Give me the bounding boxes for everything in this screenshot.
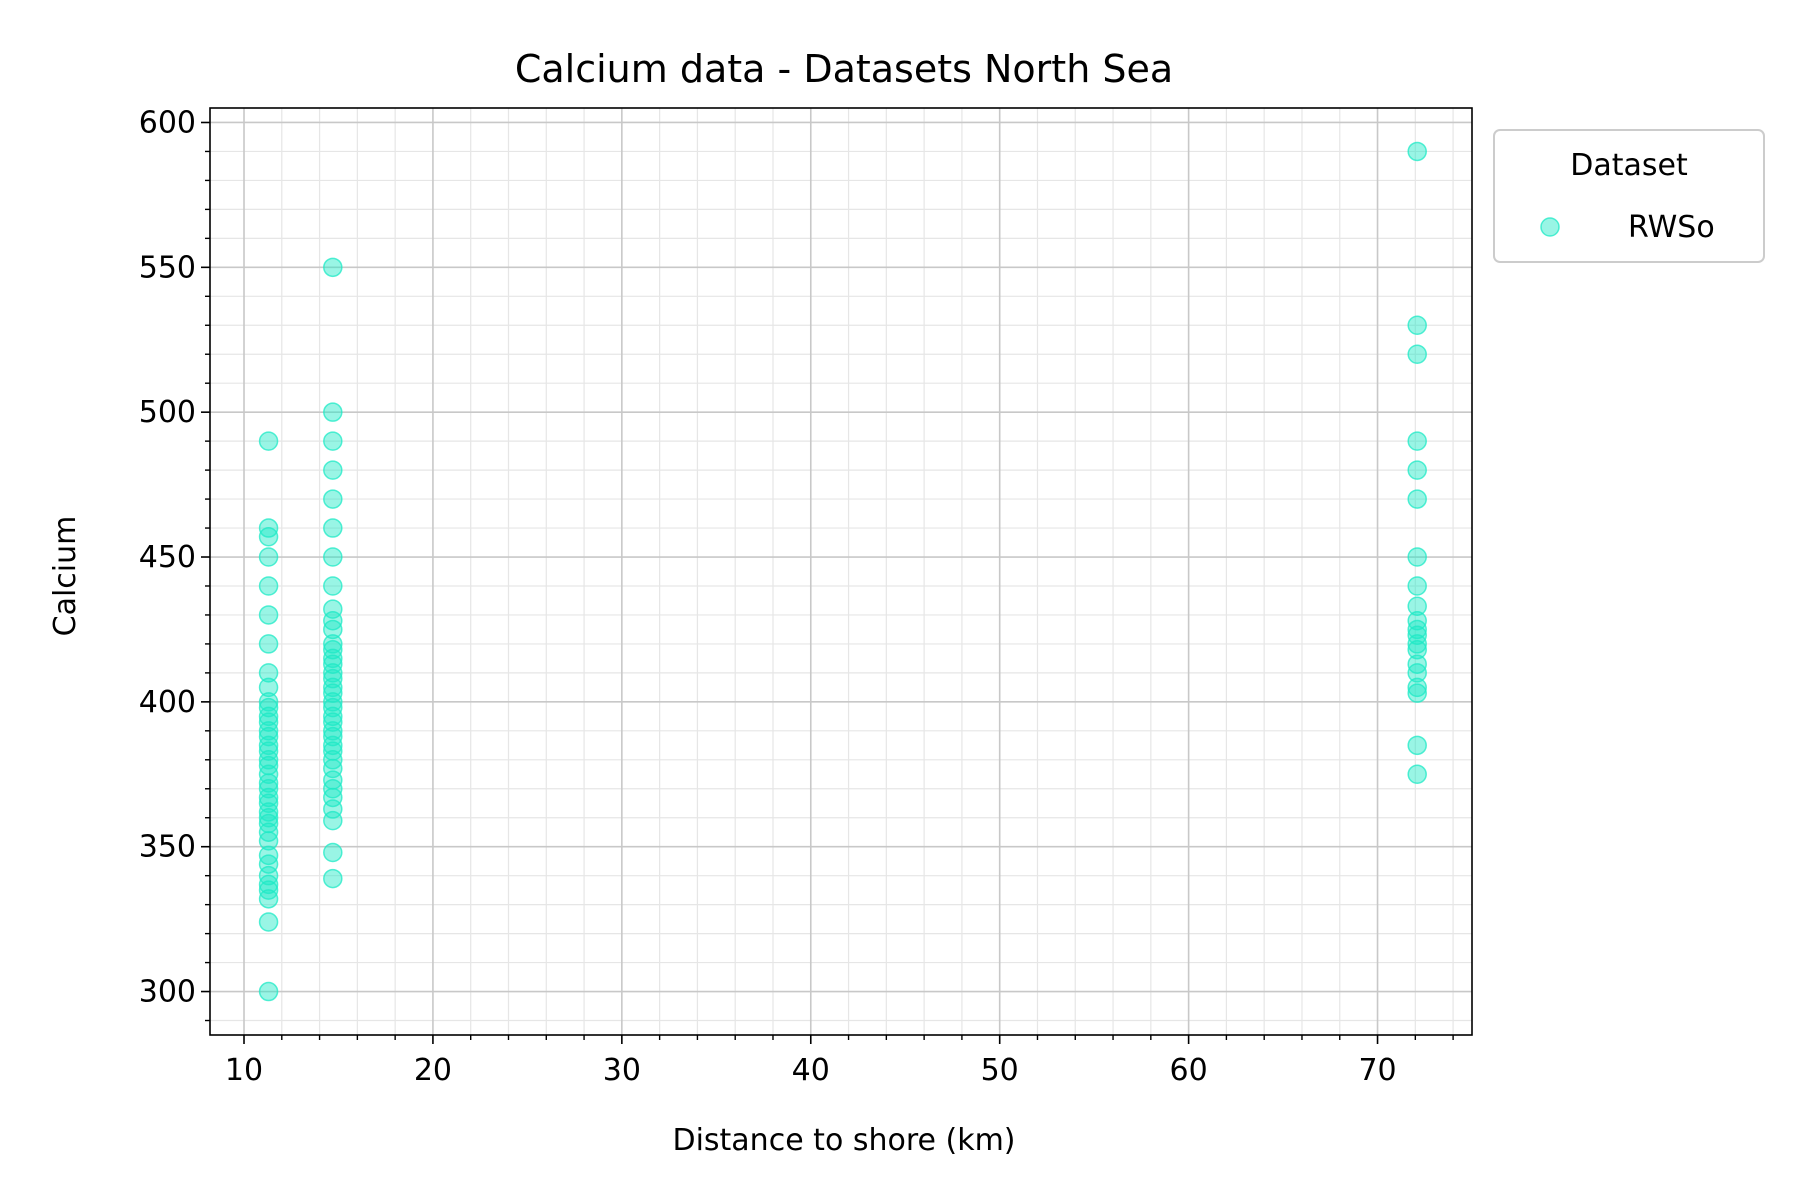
legend: Dataset RWSo <box>1493 129 1765 263</box>
data-point <box>323 489 343 509</box>
data-point <box>323 654 343 674</box>
legend-marker-rwso <box>1540 217 1560 237</box>
data-point <box>258 726 279 747</box>
data-point <box>258 576 279 596</box>
data-point <box>258 807 279 828</box>
x-tick-label: 60 <box>1170 1053 1208 1088</box>
y-tick-label: 450 <box>139 540 196 575</box>
data-point <box>258 663 279 683</box>
data-point <box>323 518 343 538</box>
data-point <box>258 518 279 538</box>
data-point <box>323 257 343 278</box>
data-point <box>1407 596 1427 617</box>
legend-label-rwso: RWSo <box>1628 210 1715 245</box>
data-point <box>1407 460 1427 480</box>
y-tick-label: 300 <box>139 975 196 1010</box>
data-point <box>258 634 279 654</box>
x-axis-ticks: 10 20 30 40 50 60 70 <box>225 1035 1454 1088</box>
x-tick-label: 20 <box>414 1053 452 1088</box>
x-tick-label: 70 <box>1358 1053 1396 1088</box>
y-tick-label: 550 <box>139 250 196 285</box>
data-point <box>1407 654 1427 674</box>
data-point <box>1407 677 1427 698</box>
data-point <box>323 726 343 747</box>
data-point <box>1407 610 1427 631</box>
data-point <box>323 712 343 732</box>
data-point <box>258 779 279 799</box>
x-axis-label: Distance to shore (km) <box>672 1123 1015 1158</box>
data-point <box>258 547 279 567</box>
data-point <box>323 431 343 451</box>
data-point <box>258 755 279 776</box>
x-tick-label: 30 <box>603 1053 641 1088</box>
data-point <box>1407 315 1427 336</box>
data-point <box>258 912 279 932</box>
data-point <box>323 576 343 596</box>
data-point <box>258 692 279 712</box>
data-point <box>1407 576 1427 596</box>
data-point <box>1407 764 1427 785</box>
data-point <box>323 683 343 703</box>
data-point <box>1407 431 1427 451</box>
legend-title: Dataset <box>1570 148 1688 183</box>
y-axis-ticks: 300 350 400 450 500 550 600 <box>139 105 210 1022</box>
data-point <box>323 639 343 660</box>
data-point <box>1407 683 1427 703</box>
data-point <box>323 599 343 619</box>
data-point <box>323 868 343 889</box>
data-point <box>258 880 279 900</box>
data-point <box>323 741 343 761</box>
data-point <box>1407 344 1427 364</box>
x-tick-label: 10 <box>225 1053 263 1088</box>
data-point <box>258 712 279 732</box>
data-point <box>323 842 343 863</box>
data-point <box>258 845 279 866</box>
x-tick-label: 40 <box>792 1053 830 1088</box>
y-tick-label: 350 <box>139 830 196 865</box>
data-point <box>1407 489 1427 509</box>
legend-box <box>1493 129 1765 263</box>
data-point <box>258 697 279 718</box>
data-point <box>258 605 279 625</box>
data-point <box>1407 141 1427 162</box>
data-point <box>258 677 279 698</box>
data-point <box>258 741 279 761</box>
data-point <box>323 668 343 689</box>
data-point <box>1407 625 1427 645</box>
minor-grid <box>210 108 1472 1035</box>
plot-frame <box>209 107 1473 1036</box>
y-axis-label: Calcium <box>48 516 83 637</box>
data-point <box>258 431 279 451</box>
y-tick-label: 500 <box>139 395 196 430</box>
data-point <box>323 402 343 422</box>
data-point <box>323 634 343 654</box>
data-point <box>1407 639 1427 660</box>
data-point <box>1407 547 1427 567</box>
data-point <box>258 981 279 1002</box>
y-tick-label: 600 <box>139 105 196 140</box>
data-point <box>258 793 279 813</box>
data-point <box>323 697 343 718</box>
x-tick-label: 50 <box>981 1053 1019 1088</box>
data-point <box>323 460 343 480</box>
data-point <box>1407 735 1427 756</box>
y-tick-label: 400 <box>139 685 196 720</box>
scatter-points <box>258 141 1427 1002</box>
data-point <box>323 547 343 567</box>
chart-title: Calcium data - Datasets North Sea <box>515 47 1173 91</box>
major-grid <box>210 108 1472 1035</box>
